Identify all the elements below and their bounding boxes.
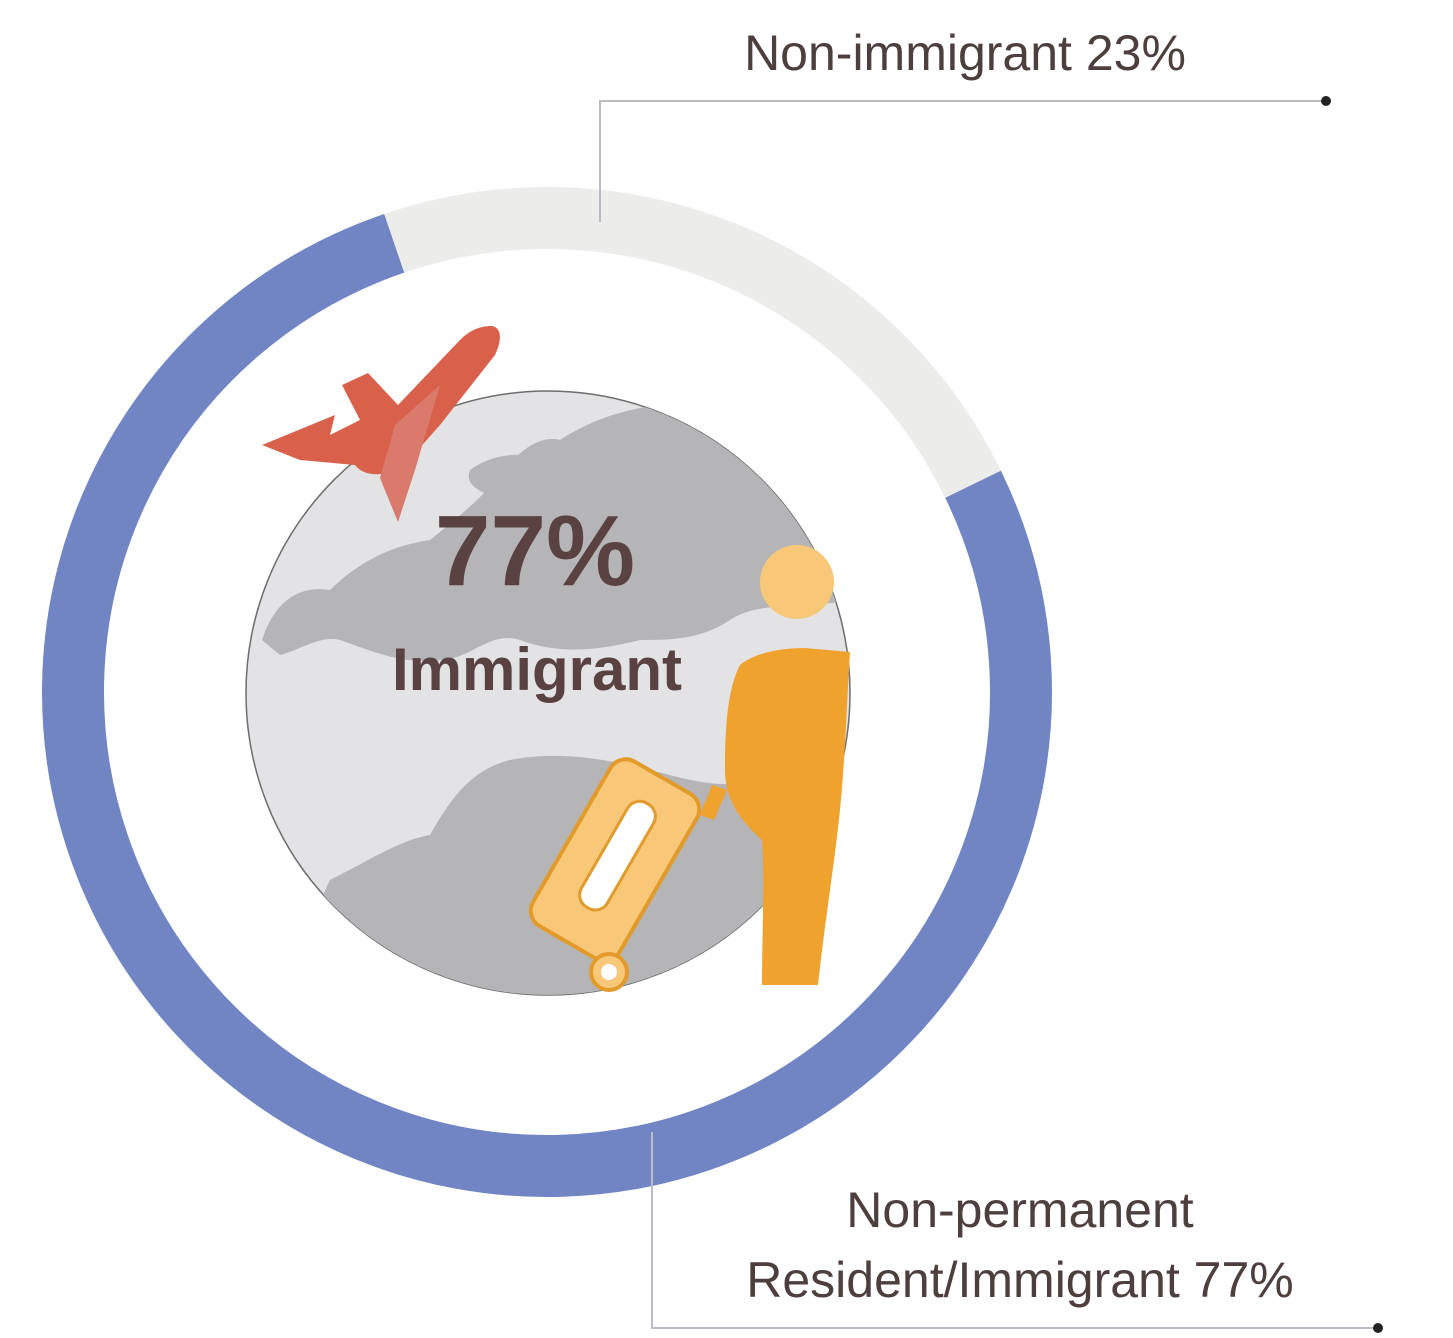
center-percent-label: 77% — [435, 495, 635, 607]
slice-label-immigrant-line1: Non-permanent — [846, 1182, 1194, 1238]
slice-label-immigrant-line2: Resident/Immigrant 77% — [746, 1252, 1293, 1308]
leader-dot-non-immigrant — [1321, 96, 1331, 106]
airplane-icon — [262, 326, 500, 522]
leader-dot-immigrant — [1373, 1323, 1383, 1333]
leader-line-non-immigrant — [599, 100, 1325, 222]
slices-group — [42, 187, 1052, 1197]
leader-line-immigrant — [651, 1132, 1378, 1329]
traveler-icon — [725, 545, 850, 985]
suitcase-icon — [528, 757, 727, 992]
center-caption-label: Immigrant — [392, 636, 682, 703]
globe-icon — [245, 390, 851, 996]
slice-non-immigrant — [384, 187, 1001, 498]
slice-immigrant — [42, 213, 1052, 1197]
slice-label-non-immigrant: Non-immigrant 23% — [744, 25, 1186, 81]
